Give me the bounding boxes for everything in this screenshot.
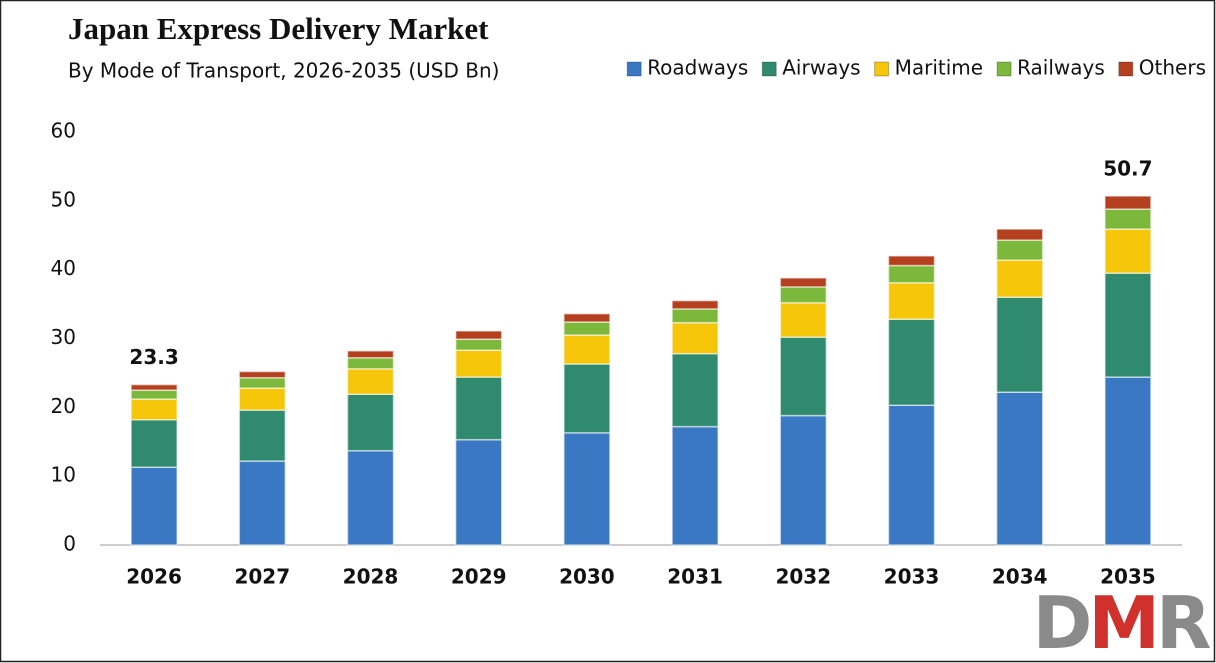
bar-segment <box>346 449 395 546</box>
bar-segment <box>130 398 178 421</box>
bar-segment <box>887 264 936 284</box>
legend-label: Airways <box>782 56 860 80</box>
bar-segment <box>238 409 287 462</box>
bar-segment <box>563 334 611 365</box>
bar-segment <box>346 357 395 370</box>
bar-segment <box>779 336 828 417</box>
legend-label: Maritime <box>895 56 983 80</box>
y-tick-label: 0 <box>63 532 76 556</box>
x-tick-label: 2035 <box>1100 565 1156 589</box>
legend-label: Railways <box>1017 56 1105 80</box>
bar-segment <box>454 438 503 546</box>
y-tick-label: 50 <box>51 187 76 211</box>
y-tick-label: 20 <box>51 394 76 418</box>
bar-segment <box>563 312 611 323</box>
legend-label: Roadways <box>647 56 748 80</box>
bar-segment <box>887 281 936 320</box>
y-tick-label: 30 <box>51 325 76 349</box>
bar-segment <box>779 286 828 304</box>
bar-segment <box>238 387 287 411</box>
bar-segment <box>454 349 503 378</box>
bar-segment <box>563 363 611 434</box>
legend-label: Others <box>1139 56 1206 80</box>
legend: Roadways Airways Maritime Railways Others <box>626 56 1206 80</box>
legend-swatch <box>996 61 1012 77</box>
x-tick-label: 2027 <box>234 565 290 589</box>
bar-segment <box>130 389 178 400</box>
legend-swatch <box>1118 61 1134 77</box>
bar-segment <box>238 460 287 546</box>
bar-segment <box>1104 376 1152 546</box>
x-tick-label: 2030 <box>559 565 615 589</box>
bar-segment <box>346 393 395 452</box>
logo: DMR <box>1033 581 1210 663</box>
x-tick-label: 2029 <box>451 565 507 589</box>
bar-segment <box>779 301 828 338</box>
bar-segment <box>671 352 719 428</box>
y-tick-label: 10 <box>51 463 76 487</box>
bar-segment <box>671 308 719 324</box>
legend-swatch <box>761 61 777 77</box>
bar-segment <box>130 383 178 391</box>
bar-segment <box>887 255 936 267</box>
bar-segment <box>130 418 178 468</box>
bar-segment <box>887 404 936 546</box>
total-label: 23.3 <box>129 345 178 369</box>
y-tick-label: 60 <box>51 119 76 143</box>
x-tick-label: 2033 <box>884 565 940 589</box>
bar-segment <box>346 368 395 396</box>
bar-segment <box>563 321 611 336</box>
bar-segment <box>671 321 719 355</box>
bar-segment <box>671 425 719 546</box>
bar-segment <box>779 277 828 288</box>
bar-segment <box>454 338 503 351</box>
x-tick-label: 2034 <box>992 565 1048 589</box>
bar-segment <box>563 432 611 546</box>
bar-segment <box>1104 195 1152 210</box>
bar-segment <box>1104 272 1152 378</box>
bar-segment <box>238 370 287 379</box>
chart-subtitle: By Mode of Transport, 2026-2035 (USD Bn) <box>68 59 499 83</box>
bar-segment <box>130 466 178 546</box>
bar-segment <box>995 296 1044 393</box>
bar-segment <box>995 228 1044 241</box>
bar-segment <box>995 239 1044 261</box>
total-label: 50.7 <box>1103 157 1152 181</box>
bar-segment <box>671 299 719 310</box>
bar-segment <box>1104 208 1152 230</box>
chart-title: Japan Express Delivery Market <box>68 11 489 46</box>
x-tick-label: 2032 <box>775 565 831 589</box>
bar-segment <box>346 350 395 359</box>
bar-segment <box>995 391 1044 546</box>
bar-segment <box>238 376 287 389</box>
legend-swatch <box>626 61 642 77</box>
x-tick-label: 2026 <box>126 565 182 589</box>
bar-segment <box>1104 228 1152 274</box>
bar-segment <box>454 330 503 340</box>
bar-segment <box>454 376 503 441</box>
legend-swatch <box>874 61 890 77</box>
x-tick-label: 2031 <box>667 565 723 589</box>
bar-segment <box>887 318 936 407</box>
bar-segment <box>995 259 1044 298</box>
x-tick-label: 2028 <box>343 565 399 589</box>
bar-segment <box>779 414 828 546</box>
y-tick-label: 40 <box>51 256 76 280</box>
